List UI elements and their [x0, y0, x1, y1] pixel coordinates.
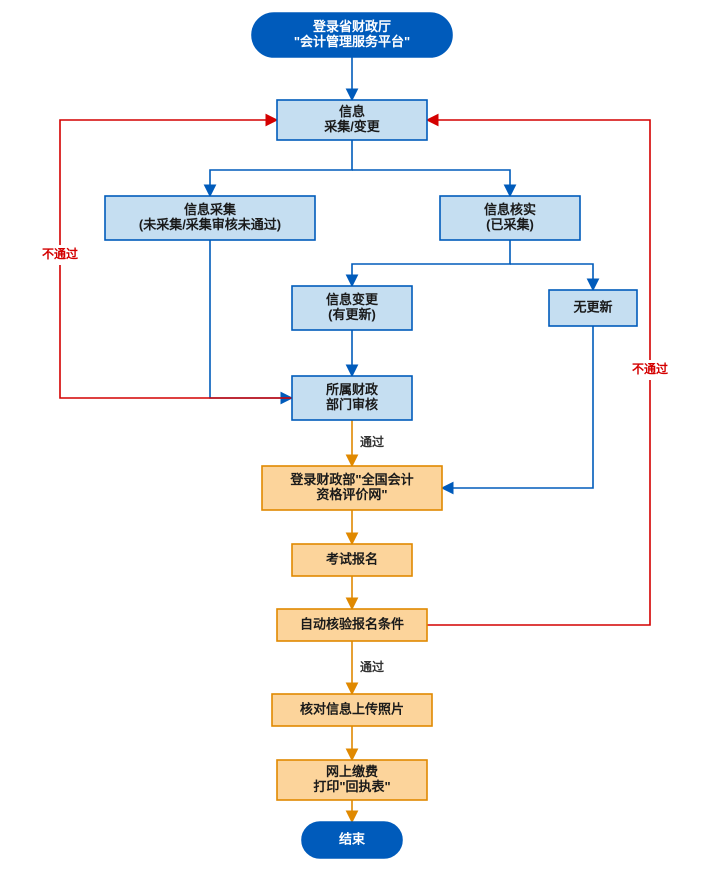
edge-2 [352, 170, 510, 196]
node-verify: 信息核实(已采集) [440, 196, 580, 240]
edge-label-11: 通过 [360, 659, 384, 674]
node-end: 结束 [302, 822, 402, 858]
node-login2: 登录财政部"全国会计资格评价网" [262, 466, 442, 510]
node-info-line-1: 采集/变更 [323, 119, 381, 134]
node-login2-line-1: 资格评价网" [316, 487, 387, 502]
node-info: 信息采集/变更 [277, 100, 427, 140]
node-noupd-line-0: 无更新 [572, 299, 612, 314]
node-upload-line-0: 核对信息上传照片 [300, 701, 404, 716]
node-collect-line-1: (未采集/采集审核未通过) [139, 217, 281, 232]
edge-14 [60, 120, 292, 398]
edge-7 [442, 326, 593, 488]
node-verify-line-0: 信息核实 [484, 202, 536, 217]
node-collect-line-0: 信息采集 [184, 202, 237, 217]
flowchart-canvas: 通过通过不通过不通过登录省财政厅"会计管理服务平台"信息采集/变更信息采集(未采… [0, 0, 704, 874]
node-pay-line-0: 网上缴费 [326, 764, 378, 779]
node-login2-line-0: 登录财政部"全国会计 [289, 472, 413, 487]
node-change-line-0: 信息变更 [326, 292, 379, 307]
edge-label-15: 不通过 [632, 361, 668, 376]
node-review: 所属财政部门审核 [292, 376, 412, 420]
node-verify-line-1: (已采集) [486, 217, 534, 232]
edge-label-8: 通过 [360, 434, 384, 449]
edge-3 [352, 240, 510, 286]
edge-5 [210, 240, 292, 398]
node-start: 登录省财政厅"会计管理服务平台" [252, 13, 452, 57]
edge-4 [510, 264, 593, 290]
node-pay-line-1: 打印"回执表" [313, 779, 390, 794]
node-change: 信息变更(有更新) [292, 286, 412, 330]
node-pay: 网上缴费打印"回执表" [277, 760, 427, 800]
node-noupd: 无更新 [549, 290, 637, 326]
node-auto-line-0: 自动核验报名条件 [300, 616, 404, 631]
node-review-line-0: 所属财政 [326, 382, 379, 397]
edge-label-14: 不通过 [42, 246, 78, 261]
node-change-line-1: (有更新) [328, 307, 376, 322]
node-end-line-0: 结束 [339, 831, 366, 846]
node-collect: 信息采集(未采集/采集审核未通过) [105, 196, 315, 240]
node-review-line-1: 部门审核 [326, 397, 378, 412]
node-auto: 自动核验报名条件 [277, 609, 427, 641]
node-upload: 核对信息上传照片 [272, 694, 432, 726]
node-info-line-0: 信息 [339, 104, 365, 119]
edge-1 [210, 140, 352, 196]
node-start-line-0: 登录省财政厅 [312, 19, 391, 34]
node-signup-line-0: 考试报名 [326, 551, 378, 566]
node-start-line-1: "会计管理服务平台" [294, 34, 410, 49]
node-signup: 考试报名 [292, 544, 412, 576]
